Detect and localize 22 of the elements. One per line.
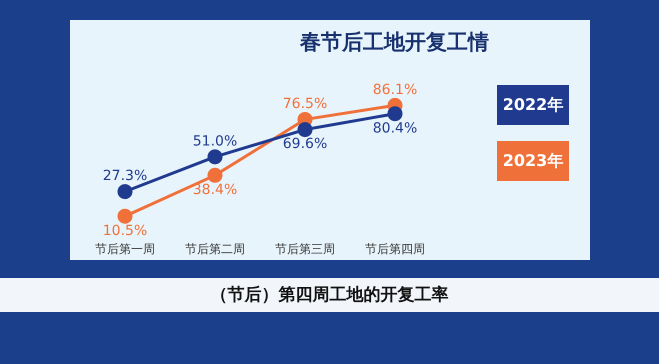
x-tick-label: 节后第三周 (275, 242, 335, 256)
data-label: 76.5% (282, 96, 328, 112)
x-tick-label: 节后第二周 (185, 242, 245, 256)
data-label: 80.4% (372, 120, 418, 136)
data-label: 86.1% (372, 82, 418, 98)
data-label: 51.0% (192, 133, 238, 150)
point (118, 184, 132, 200)
text: 2023年 (497, 141, 569, 181)
text: （节后）第四周工地的开复工率 (0, 278, 659, 312)
data-label: 69.6% (282, 136, 328, 152)
point (118, 208, 132, 224)
data-label: 27.3% (102, 168, 148, 184)
data-label: 10.5% (102, 222, 148, 239)
x-tick-label: 节后第四周 (365, 242, 425, 256)
chart-title: 春节后工地开复工情 (300, 29, 489, 56)
point (298, 122, 312, 138)
text: 2022年 (497, 85, 569, 125)
point (388, 106, 402, 122)
data-label: 38.4% (192, 182, 238, 198)
point (208, 149, 222, 164)
point (208, 168, 222, 183)
x-tick-label: 节后第一周 (95, 242, 155, 256)
